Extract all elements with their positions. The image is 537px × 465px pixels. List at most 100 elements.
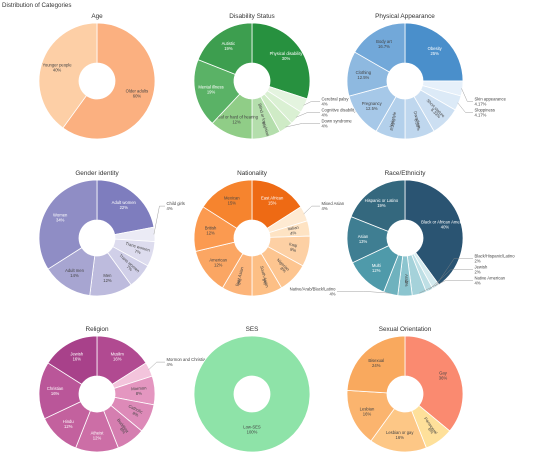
slice-percent: 15% bbox=[228, 201, 237, 206]
pie-slice bbox=[62, 22, 156, 140]
slice-label: Autistic bbox=[222, 41, 236, 46]
slice-label: Adult men bbox=[65, 268, 85, 273]
slice-label: Lesbian bbox=[360, 406, 375, 411]
slice-percent: 40% bbox=[53, 68, 62, 73]
pie-slice bbox=[202, 179, 253, 229]
slice-percent: 12% bbox=[372, 268, 381, 273]
pie-slice bbox=[251, 22, 311, 100]
slice-label: Deaf or hard of hearing bbox=[215, 115, 259, 120]
slice-label: Adult women bbox=[112, 200, 137, 205]
slice-label: Arab bbox=[404, 274, 409, 284]
slice-percent: 12% bbox=[93, 436, 102, 441]
slice-label: Multi bbox=[372, 263, 381, 268]
slice-percent: 36% bbox=[439, 376, 448, 381]
slice-percent: 4% bbox=[167, 206, 173, 211]
slice-percent: 12% bbox=[206, 231, 215, 236]
slice-percent: 40% bbox=[441, 225, 450, 230]
pie-slice bbox=[38, 22, 98, 129]
pie-slice bbox=[197, 22, 253, 75]
leader-line bbox=[303, 205, 320, 215]
slice-label: Obesity bbox=[428, 46, 443, 51]
slice-label: Child girls bbox=[167, 201, 185, 206]
slice-percent: 16.7% bbox=[378, 44, 390, 49]
slice-percent: 7% bbox=[126, 264, 134, 272]
slice-label: American bbox=[209, 257, 227, 262]
slice-percent: 8% bbox=[119, 427, 127, 435]
slice-percent: 34% bbox=[56, 217, 65, 222]
slice-percent: 25% bbox=[430, 51, 439, 56]
leader-line bbox=[419, 280, 473, 294]
slice-label: Men bbox=[103, 273, 112, 278]
pie-slice bbox=[346, 335, 406, 394]
slice-percent: 4% bbox=[167, 362, 173, 367]
slice-label: South Asian bbox=[259, 265, 270, 289]
slice-percent: 8% bbox=[290, 247, 297, 253]
slice-label: Jewish bbox=[70, 352, 83, 357]
slice-percent: 30% bbox=[282, 56, 291, 61]
slice-label: Women bbox=[53, 212, 68, 217]
slice-label: Low-SES bbox=[243, 424, 261, 429]
slice-percent: 12% bbox=[232, 120, 241, 125]
slice-percent: 12% bbox=[103, 278, 112, 283]
slice-percent: 60% bbox=[133, 93, 142, 98]
slice-label: Hispanic or Latino bbox=[365, 198, 399, 203]
slice-percent: 22% bbox=[120, 205, 129, 210]
slice-label: Catholic bbox=[128, 404, 144, 415]
slice-percent: 12% bbox=[64, 424, 73, 429]
slice-label: Cerebral palsy bbox=[322, 96, 350, 101]
figure-title: Distribution of Categories bbox=[2, 2, 72, 9]
slice-percent: 16% bbox=[113, 357, 122, 362]
slice-percent: 4% bbox=[322, 101, 328, 106]
slice-label: Clothing bbox=[356, 70, 372, 75]
slice-percent: 15% bbox=[268, 201, 277, 206]
slice-percent: 4% bbox=[475, 280, 481, 285]
slice-label: Asian bbox=[358, 234, 369, 239]
chart-title: Physical Appearance bbox=[375, 13, 435, 20]
slice-percent: 4% bbox=[322, 206, 328, 211]
slice-percent: 100% bbox=[247, 429, 258, 434]
slice-percent: 8.33% bbox=[389, 118, 397, 131]
slice-label: Jewish bbox=[475, 264, 488, 269]
slice-label: Sloppiness bbox=[475, 107, 496, 112]
slice-percent: 2% bbox=[475, 269, 481, 274]
pie-slice bbox=[404, 22, 464, 82]
leader-line bbox=[461, 88, 473, 102]
slice-label: Younger people bbox=[42, 63, 72, 68]
slice-percent: 4% bbox=[322, 123, 328, 128]
slice-label: Christian bbox=[47, 386, 64, 391]
slice-label: Lesbian or gay bbox=[386, 430, 414, 435]
slice-percent: 8% bbox=[427, 427, 435, 435]
slice-percent: 4% bbox=[322, 112, 328, 117]
chart-title: Race/Ethnicity bbox=[385, 170, 427, 177]
chart-title: Age bbox=[91, 13, 103, 20]
slice-label: Body art bbox=[376, 39, 392, 44]
slice-percent: 13% bbox=[359, 239, 368, 244]
slice-label: East Asian bbox=[234, 266, 244, 287]
leader-line bbox=[285, 123, 320, 128]
pie-chart-8: Sexual OrientationGay36%Pansexual8%Lesbi… bbox=[346, 326, 464, 453]
slice-percent: 7% bbox=[134, 249, 141, 256]
slice-label: Physical disability bbox=[270, 51, 304, 56]
slice-label: Bisexual bbox=[368, 358, 384, 363]
chart-title: Gender identity bbox=[75, 170, 119, 177]
chart-title: Sexual Orientation bbox=[379, 326, 432, 333]
leader-line bbox=[148, 361, 165, 370]
pie-slice bbox=[350, 179, 406, 232]
slice-label: Native American bbox=[475, 275, 506, 280]
leader-line bbox=[337, 291, 391, 294]
slice-percent: 8% bbox=[132, 410, 140, 417]
slice-percent: 12% bbox=[214, 262, 223, 267]
leader-line bbox=[457, 102, 473, 113]
chart-title: Religion bbox=[85, 326, 109, 333]
slice-percent: 12.5% bbox=[357, 75, 369, 80]
slice-label: Hairstyle bbox=[388, 111, 397, 129]
slice-percent: 19% bbox=[377, 203, 386, 208]
